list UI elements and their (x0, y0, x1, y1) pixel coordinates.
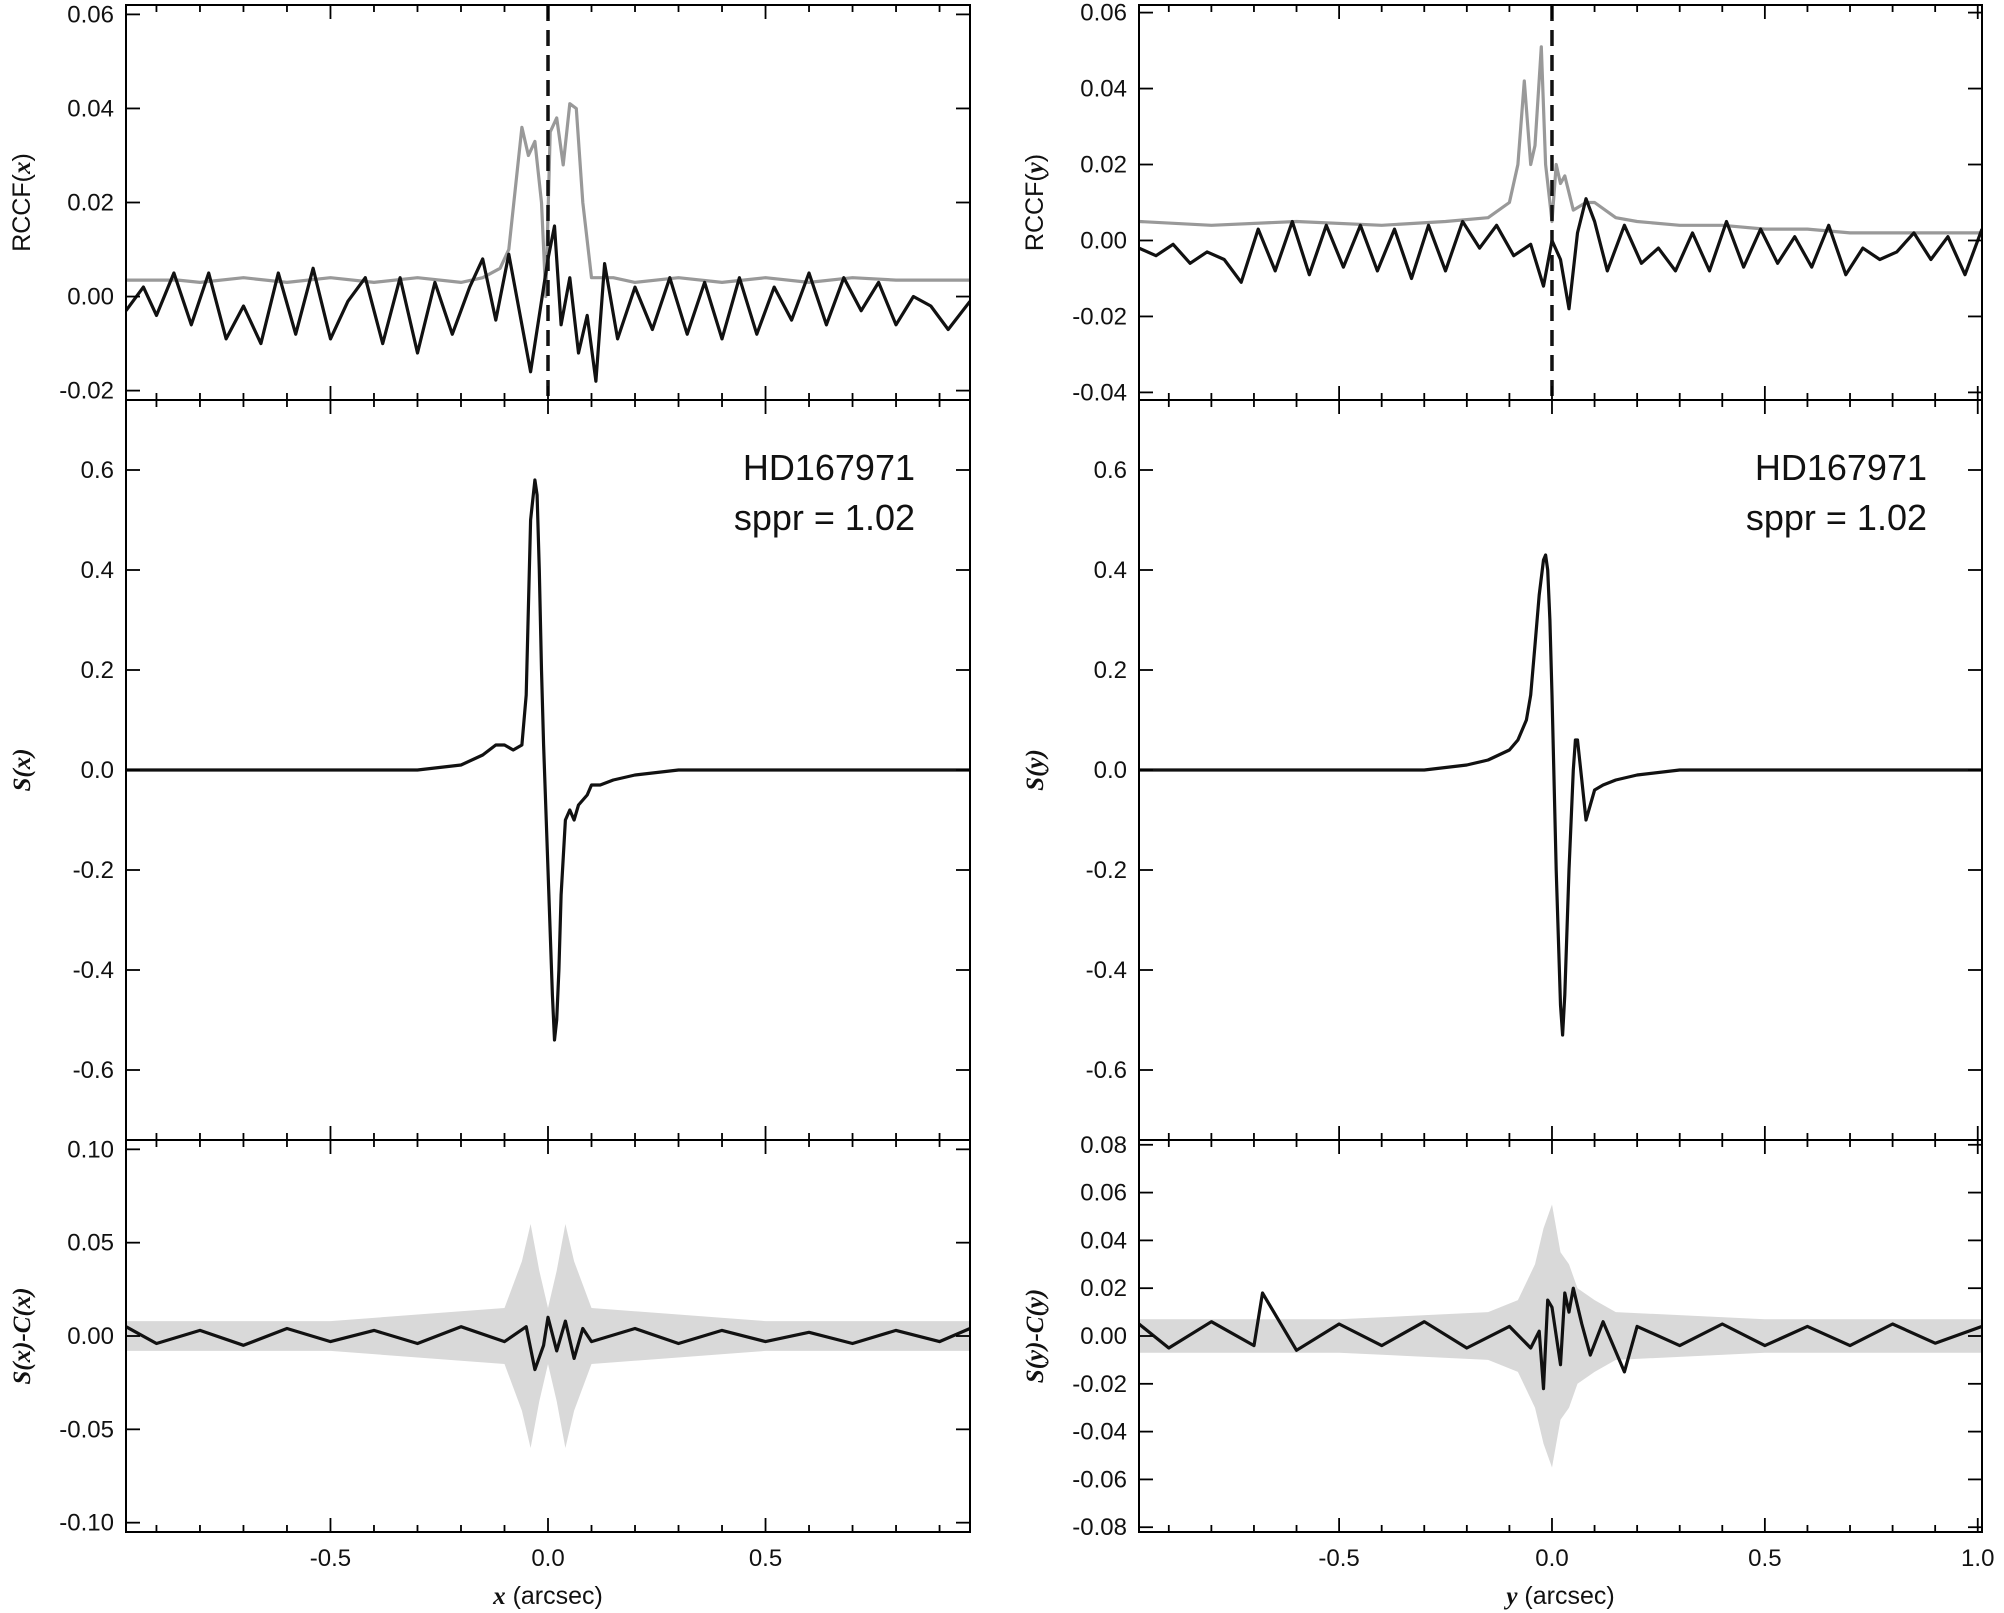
annotation-text: sppr = 1.02 (1746, 497, 1927, 538)
y-tick-label: 0.00 (1080, 227, 1127, 254)
series-line-1 (1139, 45, 1982, 235)
y-tick-label: -0.06 (1072, 1466, 1127, 1493)
y-tick-label: 0.05 (67, 1230, 114, 1257)
y-tick-label: 0.06 (67, 1, 114, 28)
y-tick-label: 0.04 (67, 95, 114, 122)
y-tick-label: 0.02 (1080, 1275, 1127, 1302)
panel-resid-y: -0.08 -0.06 -0.04 -0.02 0.00 0.02 0.04 0.06 0.08… (1022, 1132, 1994, 1610)
y-tick-label: -0.02 (1072, 1371, 1127, 1398)
series-line-1 (126, 1315, 970, 1372)
x-tick-label: -0.5 (310, 1545, 351, 1572)
series-line-1 (126, 478, 970, 1042)
y-tick-label: 0.00 (67, 1323, 114, 1350)
x-tick-label: 0.0 (1535, 1545, 1568, 1572)
y-axis-label: S(x)-C(x) (9, 1287, 36, 1384)
y-tick-label: -0.6 (73, 1057, 114, 1084)
x-tick-label: 0.5 (1748, 1545, 1781, 1572)
y-tick-label: 0.4 (81, 557, 114, 584)
y-tick-label: -0.4 (1086, 957, 1127, 984)
y-tick-label: 0.00 (1080, 1323, 1127, 1350)
x-axis-label: y (arcsec) (1503, 1582, 1614, 1610)
y-axis-label: RCCF(y) (1021, 154, 1049, 251)
y-axis-label: S(y) (1022, 749, 1049, 791)
y-tick-label: 0.6 (1094, 457, 1127, 484)
y-tick-label: 0.2 (1094, 657, 1127, 684)
y-tick-label: -0.2 (73, 857, 114, 884)
x-tick-label: 1.0 (1961, 1545, 1994, 1572)
annotation-text: HD167971 (1755, 447, 1927, 488)
panel-s-x: -0.6 -0.4 -0.2 0.0 0.2 0.4 0.6 S(x) HD167971 sppr… (9, 399, 971, 1141)
y-axis-label: RCCF(x) (8, 153, 36, 252)
annotation-text: HD167971 (743, 447, 915, 488)
y-tick-label: -0.4 (73, 957, 114, 984)
y-tick-label: -0.02 (1072, 303, 1127, 330)
series-line-2 (1139, 197, 1982, 311)
axis-frame (1138, 4, 1983, 401)
series-line-1 (1139, 553, 1982, 1037)
panel-rccf-x: -0.02 0.00 0.02 0.04 0.06 RCCF(x) (8, 1, 971, 405)
series-line-2 (126, 224, 970, 383)
y-tick-label: 0.10 (67, 1136, 114, 1163)
y-tick-label: 0.4 (1094, 557, 1127, 584)
series-line-1 (126, 102, 970, 299)
series-line-1 (1139, 1286, 1982, 1391)
y-tick-label: 0.08 (1080, 1132, 1127, 1159)
x-tick-label: 0.5 (749, 1545, 782, 1572)
uncertainty-band (126, 1224, 970, 1448)
uncertainty-band (1139, 1204, 1982, 1468)
y-tick-label: 0.2 (81, 657, 114, 684)
y-tick-label: -0.04 (1072, 1419, 1127, 1446)
y-tick-label: -0.04 (1072, 379, 1127, 406)
y-tick-label: 0.6 (81, 457, 114, 484)
y-tick-label: 0.04 (1080, 76, 1127, 103)
y-tick-label: 0.02 (67, 190, 114, 217)
y-tick-label: 0.06 (1080, 0, 1127, 27)
y-tick-label: 0.0 (81, 757, 114, 784)
annotation-text: sppr = 1.02 (734, 497, 915, 538)
x-tick-label: 0.0 (531, 1545, 564, 1572)
y-tick-label: 0.02 (1080, 152, 1127, 179)
y-axis-label: S(x) (9, 748, 36, 791)
panel-resid-x: -0.10 -0.05 0.00 0.05 0.10 -0.5 0.0 0.5 x (arcse… (9, 1136, 971, 1610)
y-tick-label: 0.06 (1080, 1180, 1127, 1207)
y-tick-label: -0.08 (1072, 1514, 1127, 1541)
y-tick-label: -0.02 (59, 378, 114, 405)
y-tick-label: -0.2 (1086, 857, 1127, 884)
x-axis-label: x (arcsec) (492, 1582, 603, 1610)
y-tick-label: 0.00 (67, 284, 114, 311)
panel-rccf-y: -0.04 -0.02 0.00 0.02 0.04 0.06 RCCF(y) (1021, 0, 1983, 406)
y-tick-label: -0.05 (59, 1416, 114, 1443)
y-tick-label: -0.10 (59, 1510, 114, 1537)
y-tick-label: -0.6 (1086, 1057, 1127, 1084)
y-tick-label: 0.0 (1094, 757, 1127, 784)
panel-s-y: -0.6 -0.4 -0.2 0.0 0.2 0.4 0.6 S(y) HD167971 sppr… (1022, 399, 1983, 1141)
x-tick-label: -0.5 (1318, 1545, 1359, 1572)
y-axis-label: S(y)-C(y) (1022, 1289, 1049, 1383)
y-tick-label: 0.04 (1080, 1227, 1127, 1254)
